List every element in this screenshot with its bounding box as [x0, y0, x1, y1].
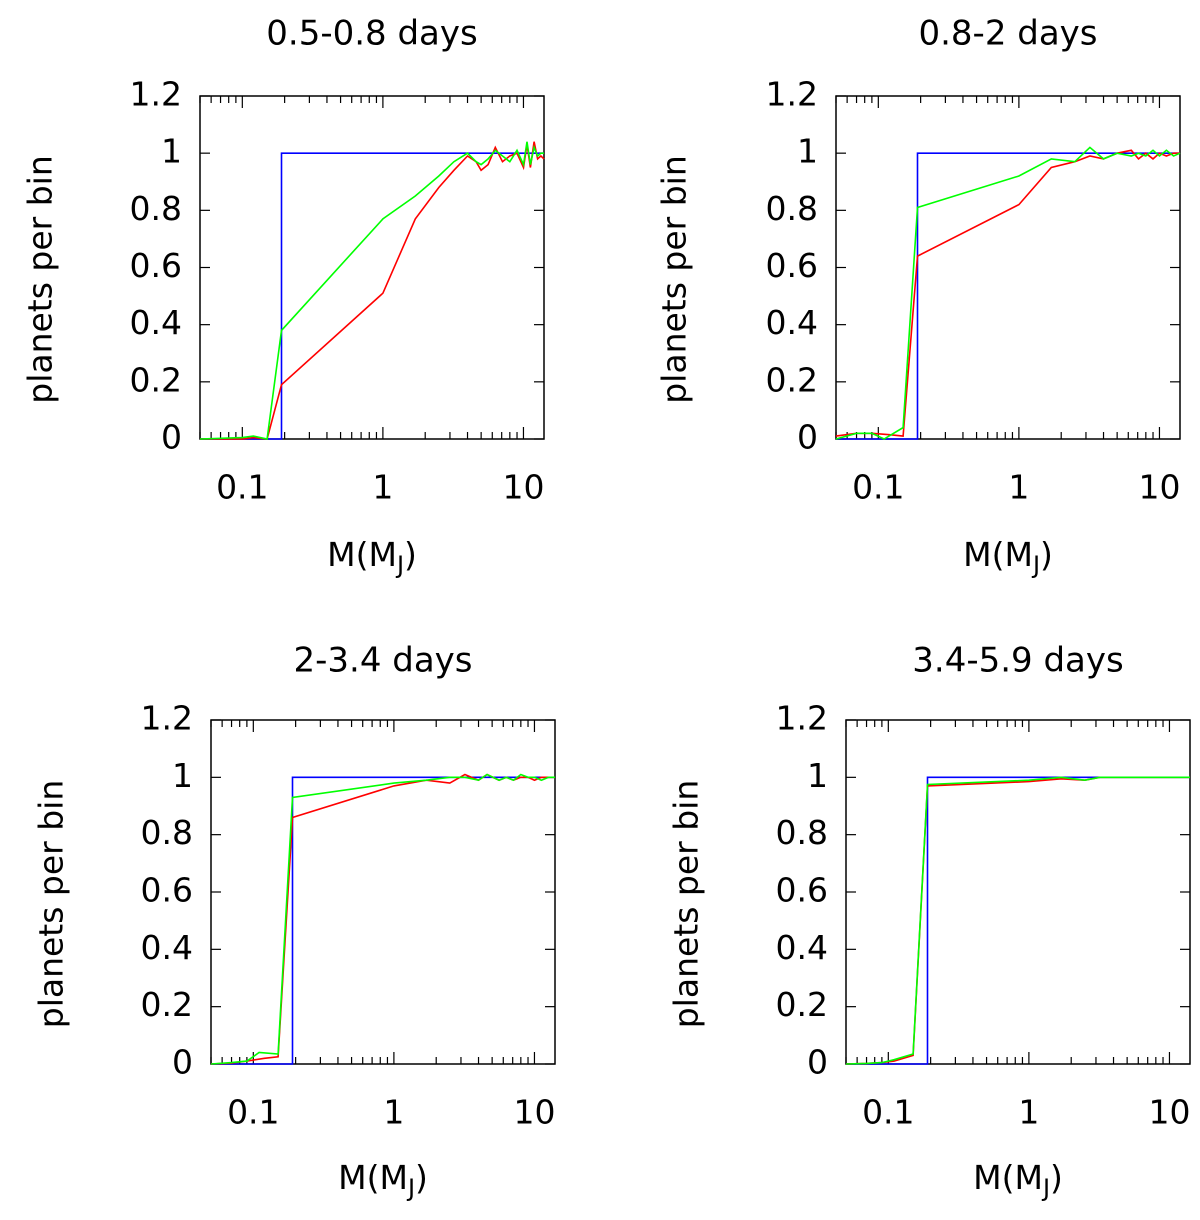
y-axis-label: planets per bin: [21, 155, 60, 404]
y-tick-label: 1.2: [776, 699, 828, 738]
chart-panel-3: 2-3.4 days 0 0.2 0.4 0.6 0.8 1 1.2 0.1 1 10 planets…: [32, 641, 556, 1203]
plot-frame: [199, 95, 545, 440]
y-tick-label: 1.2: [766, 75, 818, 114]
series-line-red: [845, 776, 1190, 1065]
y-tick-label: 1: [797, 132, 818, 171]
series-line-step: [846, 776, 1190, 1065]
y-axis-label: planets per bin: [667, 780, 706, 1029]
x-tick-label: 1: [383, 1093, 404, 1132]
x-axis-label: M(MJ): [963, 535, 1053, 580]
y-tick-label: 0.6: [776, 871, 828, 910]
x-tick-label: 10: [502, 468, 544, 507]
x-tick-label: 10: [513, 1093, 555, 1132]
y-tick-label: 1: [172, 756, 193, 795]
y-tick-label: 0: [172, 1043, 193, 1082]
chart-title: 0.8-2 days: [918, 14, 1097, 54]
x-tick-label: 0.1: [852, 468, 904, 507]
y-tick-label: 0.6: [766, 246, 818, 285]
y-tick-label: 0.2: [141, 985, 193, 1024]
series-line-step: [200, 152, 544, 440]
y-tick-label: 0.8: [776, 813, 828, 852]
y-tick-label: 0.2: [776, 985, 828, 1024]
series-line-red: [835, 149, 1180, 437]
y-tick-label: 0.2: [130, 360, 182, 399]
y-tick-label: 0.6: [130, 246, 182, 285]
chart-title: 2-3.4 days: [293, 641, 472, 681]
y-axis-label: planets per bin: [32, 780, 71, 1029]
y-tick-label: 0.6: [141, 871, 193, 910]
plot-frame: [835, 95, 1181, 440]
x-tick-label: 10: [1138, 468, 1180, 507]
x-tick-label: 1: [1018, 1093, 1039, 1132]
x-axis-label: M(MJ): [338, 1158, 428, 1203]
x-tick-label: 1: [1008, 468, 1029, 507]
y-tick-label: 0: [807, 1043, 828, 1082]
y-tick-label: 0.4: [776, 928, 828, 967]
x-tick-label: 10: [1148, 1093, 1190, 1132]
series-line-red: [200, 141, 545, 440]
chart-title: 3.4-5.9 days: [912, 641, 1123, 681]
y-tick-label: 0.8: [130, 189, 182, 228]
y-tick-label: 0.8: [141, 813, 193, 852]
x-tick-label: 0.1: [216, 468, 268, 507]
chart-panel-2: 0.8-2 days 0 0.2 0.4 0.6 0.8 1 1.2 0.1 1 10 planets…: [655, 14, 1181, 580]
y-tick-label: 0.8: [766, 189, 818, 228]
plot-frame: [210, 719, 556, 1065]
series-line-green: [199, 141, 544, 440]
y-tick-label: 0.4: [130, 303, 182, 342]
y-axis-label: planets per bin: [655, 155, 694, 404]
y-tick-label: 1.2: [130, 75, 182, 114]
y-tick-label: 1: [807, 756, 828, 795]
series-line-step: [836, 152, 1180, 440]
y-tick-label: 1: [161, 132, 182, 171]
chart-panel-4: 3.4-5.9 days 0 0.2 0.4 0.6 0.8 1 1.2 0.1 1 10 plane…: [667, 641, 1191, 1203]
y-tick-label: 0.4: [141, 928, 193, 967]
series-line-green: [835, 146, 1181, 440]
chart-panel-1: 0.5-0.8 days 0 0.2 0.4 0.6 0.8 1 1.2 0.1 1 10 plane…: [21, 14, 545, 580]
series-line-green: [210, 773, 555, 1065]
y-tick-label: 0: [797, 418, 818, 457]
x-axis-label: M(MJ): [327, 535, 417, 580]
x-tick-label: 1: [372, 468, 393, 507]
y-tick-label: 1.2: [141, 699, 193, 738]
x-axis-label: M(MJ): [973, 1158, 1063, 1203]
series-line-green: [845, 776, 1190, 1065]
chart-title: 0.5-0.8 days: [266, 14, 477, 54]
series-line-red: [210, 773, 555, 1065]
y-tick-label: 0.4: [766, 303, 818, 342]
y-tick-label: 0: [161, 418, 182, 457]
y-tick-label: 0.2: [766, 360, 818, 399]
x-tick-label: 0.1: [862, 1093, 914, 1132]
plot-frame: [845, 719, 1191, 1065]
x-tick-label: 0.1: [227, 1093, 279, 1132]
series-line-step: [211, 776, 555, 1065]
